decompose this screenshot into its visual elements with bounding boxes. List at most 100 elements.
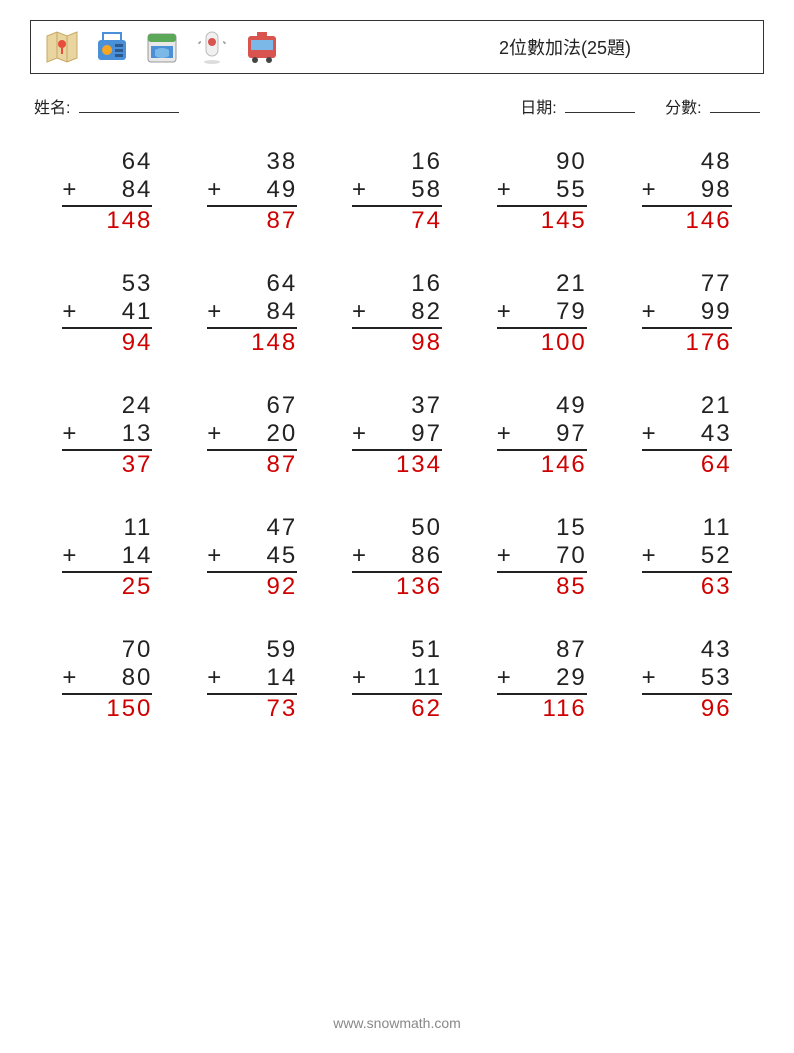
operand-2-value: 86: [411, 542, 442, 569]
footer-url: www.snowmath.com: [0, 1015, 794, 1031]
operand-2-value: 52: [701, 542, 732, 569]
operand-1: 67: [266, 392, 297, 420]
radio-icon: [93, 28, 131, 66]
problem: 48+98146: [642, 148, 732, 235]
operator: +: [642, 298, 658, 326]
answer: 64: [701, 451, 732, 479]
score-blank: [710, 95, 760, 113]
operand-2: +79: [497, 298, 587, 329]
answer: 94: [122, 329, 153, 357]
problem: 16+8298: [352, 270, 442, 357]
operand-2-value: 45: [266, 542, 297, 569]
operand-1: 53: [122, 270, 153, 298]
operand-2-value: 79: [556, 298, 587, 325]
problem: 64+84148: [207, 270, 297, 357]
operand-2-value: 14: [122, 542, 153, 569]
operator: +: [642, 420, 658, 448]
problem: 15+7085: [497, 514, 587, 601]
operand-2: +13: [62, 420, 152, 451]
answer: 150: [106, 695, 152, 723]
answer: 134: [396, 451, 442, 479]
operator: +: [352, 176, 368, 204]
map-icon: [43, 28, 81, 66]
operand-1: 16: [411, 270, 442, 298]
operand-1: 64: [122, 148, 153, 176]
answer: 145: [541, 207, 587, 235]
operator: +: [497, 176, 513, 204]
operand-2: +58: [352, 176, 442, 207]
problem: 70+80150: [62, 636, 152, 723]
operand-2-value: 58: [411, 176, 442, 203]
operator: +: [62, 420, 78, 448]
answer: 146: [686, 207, 732, 235]
operand-1: 87: [556, 636, 587, 664]
operator: +: [642, 542, 658, 570]
operand-2: +80: [62, 664, 152, 695]
operand-2: +49: [207, 176, 297, 207]
operand-2: +55: [497, 176, 587, 207]
problem: 11+1425: [62, 514, 152, 601]
operand-2-value: 80: [122, 664, 153, 691]
answer: 87: [266, 451, 297, 479]
operand-1: 37: [411, 392, 442, 420]
operand-2: +20: [207, 420, 297, 451]
operand-2-value: 82: [411, 298, 442, 325]
answer: 116: [543, 695, 587, 723]
operand-2: +84: [207, 298, 297, 329]
problem: 16+5874: [352, 148, 442, 235]
problem: 24+1337: [62, 392, 152, 479]
name-label: 姓名:: [34, 100, 70, 117]
operand-1: 50: [411, 514, 442, 542]
operand-1: 21: [701, 392, 732, 420]
operator: +: [207, 176, 223, 204]
problems-grid: 64+8414838+498716+587490+5514548+9814653…: [30, 148, 764, 723]
operand-1: 11: [123, 514, 152, 542]
date-label: 日期:: [520, 100, 556, 117]
date-blank: [565, 95, 635, 113]
operand-2: +43: [642, 420, 732, 451]
icons-row: [43, 28, 281, 66]
operator: +: [642, 664, 658, 692]
operand-2-value: 84: [266, 298, 297, 325]
operand-2-value: 84: [122, 176, 153, 203]
operand-2: +86: [352, 542, 442, 573]
operand-2-value: 20: [266, 420, 297, 447]
score-label: 分數:: [665, 100, 701, 117]
operand-2-value: 14: [266, 664, 297, 691]
operand-2: +84: [62, 176, 152, 207]
operand-2-value: 49: [266, 176, 297, 203]
operand-2: +97: [352, 420, 442, 451]
problem: 64+84148: [62, 148, 152, 235]
operand-2: +98: [642, 176, 732, 207]
operator: +: [497, 664, 513, 692]
answer: 73: [266, 695, 297, 723]
operator: +: [352, 664, 368, 692]
problem: 21+4364: [642, 392, 732, 479]
operand-2: +52: [642, 542, 732, 573]
operand-2-value: 29: [556, 664, 587, 691]
operand-2: +45: [207, 542, 297, 573]
operand-1: 15: [556, 514, 587, 542]
answer: 148: [251, 329, 297, 357]
operand-1: 59: [266, 636, 297, 664]
operand-1: 24: [122, 392, 153, 420]
operand-2-value: 70: [556, 542, 587, 569]
score-field: 分數:: [665, 94, 760, 118]
problem: 67+2087: [207, 392, 297, 479]
operator: +: [62, 664, 78, 692]
operand-2-value: 43: [701, 420, 732, 447]
operand-1: 77: [701, 270, 732, 298]
answer: 74: [411, 207, 442, 235]
operand-2: +82: [352, 298, 442, 329]
operand-1: 48: [701, 148, 732, 176]
operator: +: [497, 420, 513, 448]
operator: +: [62, 298, 78, 326]
answer: 63: [701, 573, 732, 601]
answer: 146: [541, 451, 587, 479]
operand-1: 16: [411, 148, 442, 176]
info-right: 日期: 分數:: [520, 94, 760, 118]
answer: 87: [266, 207, 297, 235]
name-blank: [79, 95, 179, 113]
answer: 148: [106, 207, 152, 235]
operand-2-value: 13: [122, 420, 153, 447]
